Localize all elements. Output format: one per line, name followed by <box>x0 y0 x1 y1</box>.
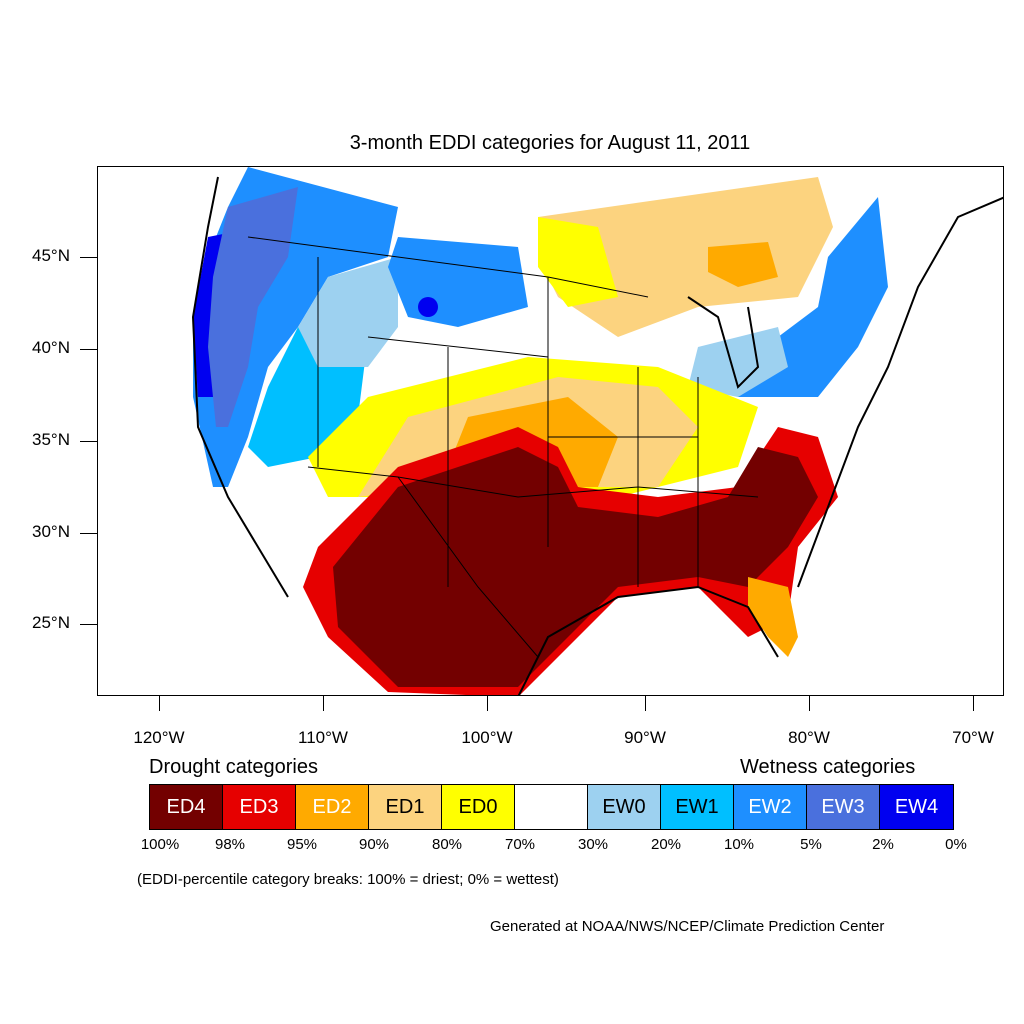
legend-break-label: 30% <box>577 836 609 853</box>
credit-line: Generated at NOAA/NWS/NCEP/Climate Predi… <box>490 918 885 935</box>
map-title: 3-month EDDI categories for August 11, 2… <box>349 132 751 154</box>
legend-swatch-ew0: EW0 <box>588 785 661 829</box>
region-ew3-west <box>208 187 298 427</box>
lat-label-35: 35°N <box>32 430 70 449</box>
region-ew0-northeast <box>688 327 788 397</box>
region-ew0-west <box>298 257 398 367</box>
lon-label-90: 90°W <box>624 728 666 747</box>
legend-swatch-ew1: EW1 <box>661 785 734 829</box>
region-ed4-south <box>333 447 818 687</box>
legend-break-label: 5% <box>800 836 822 853</box>
region-ew4-spot <box>418 297 438 317</box>
lat-tick-40 <box>80 349 97 350</box>
map-panel <box>97 166 1004 696</box>
legend-swatch-ed3: ED3 <box>223 785 296 829</box>
lon-label-120: 120°W <box>133 728 185 747</box>
lat-label-25: 25°N <box>32 613 70 632</box>
legend-break-label: 2% <box>872 836 894 853</box>
region-ed0-canada <box>538 217 618 307</box>
legend-break-label: 98% <box>214 836 246 853</box>
wetness-categories-heading: Wetness categories <box>740 756 916 778</box>
legend-break-label: 10% <box>723 836 755 853</box>
lat-tick-45 <box>80 257 97 258</box>
eddi-map <box>191 167 1003 695</box>
legend-break-label: 100% <box>140 836 180 853</box>
lat-tick-30 <box>80 533 97 534</box>
legend-break-label: 70% <box>504 836 536 853</box>
legend-swatch-ew4: EW4 <box>880 785 953 829</box>
region-ed2-canada <box>708 242 778 287</box>
lon-label-100: 100°W <box>461 728 513 747</box>
lon-label-70: 70°W <box>952 728 994 747</box>
lat-label-30: 30°N <box>32 522 70 541</box>
legend-swatch-ed2: ED2 <box>296 785 369 829</box>
legend-break-label: 0% <box>945 836 967 853</box>
lat-label-45: 45°N <box>32 246 70 265</box>
legend-swatch-ew2: EW2 <box>734 785 807 829</box>
legend-break-label: 80% <box>431 836 463 853</box>
lat-label-40: 40°N <box>32 338 70 357</box>
lon-tick-120 <box>159 696 160 711</box>
legend-swatch-neutral <box>515 785 588 829</box>
legend-swatch-ed0: ED0 <box>442 785 515 829</box>
lon-tick-100 <box>487 696 488 711</box>
lon-tick-110 <box>323 696 324 711</box>
legend-swatch-ed1: ED1 <box>369 785 442 829</box>
legend-swatch-ed4: ED4 <box>150 785 223 829</box>
coastlines <box>191 176 1003 695</box>
drought-categories-heading: Drought categories <box>149 756 318 778</box>
legend-swatch-ew3: EW3 <box>807 785 880 829</box>
category-breaks-note: (EDDI-percentile category breaks: 100% =… <box>137 871 559 888</box>
lat-tick-35 <box>80 441 97 442</box>
lon-tick-90 <box>645 696 646 711</box>
state-boundaries <box>247 236 759 658</box>
lon-tick-70 <box>973 696 974 711</box>
region-ed2-florida <box>748 577 798 657</box>
color-legend: ED4 ED3 ED2 ED1 ED0 EW0 EW1 EW2 EW3 EW4 <box>149 784 954 830</box>
lon-label-110: 110°W <box>298 728 348 747</box>
legend-break-label: 90% <box>358 836 390 853</box>
lon-label-80: 80°W <box>788 728 830 747</box>
legend-break-label: 20% <box>650 836 682 853</box>
lon-tick-80 <box>809 696 810 711</box>
lat-tick-25 <box>80 624 97 625</box>
legend-break-label: 95% <box>286 836 318 853</box>
